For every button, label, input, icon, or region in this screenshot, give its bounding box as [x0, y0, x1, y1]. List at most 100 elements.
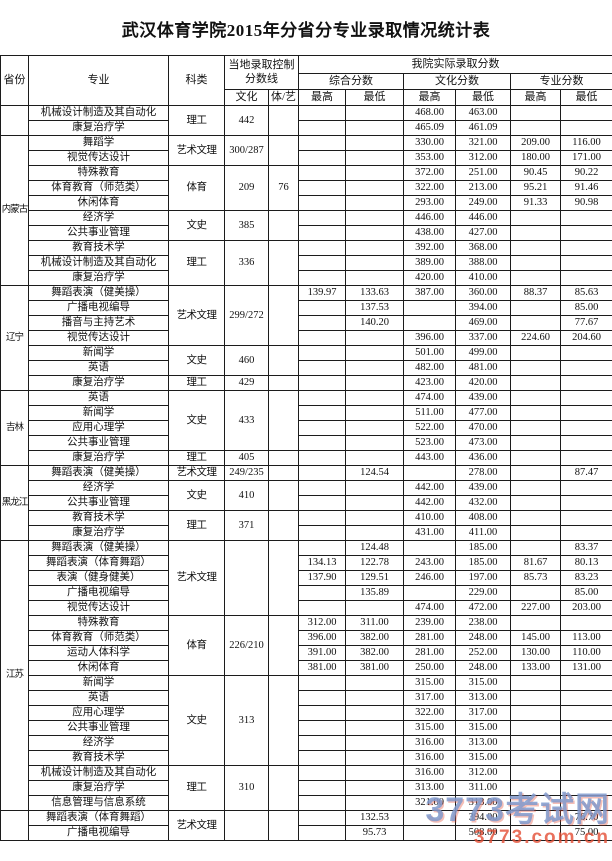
score-cell-major-min — [559, 750, 612, 766]
major-cell: 播音与主持艺术 — [28, 315, 169, 331]
score-cell-major-max: 227.00 — [510, 600, 561, 616]
score-cell-comp-max: 139.97 — [298, 285, 346, 301]
score-cell-culture-max: 250.00 — [403, 660, 456, 676]
score-cell-culture-min: 499.00 — [455, 345, 511, 361]
score-cell-comp-min — [345, 225, 404, 241]
score-cell-comp-max: 381.00 — [298, 660, 346, 676]
score-cell-major-max — [510, 480, 561, 496]
sports-arts-line-cell — [268, 105, 299, 136]
score-cell-comp-max — [298, 765, 346, 781]
score-cell-culture-min: 427.00 — [455, 225, 511, 241]
score-cell-culture-min: 420.00 — [455, 375, 511, 391]
score-cell-culture-max: 446.00 — [403, 210, 456, 226]
score-cell-culture-min: 508.00 — [455, 825, 511, 841]
score-cell-culture-max: 316.00 — [403, 750, 456, 766]
score-cell-culture-max: 474.00 — [403, 600, 456, 616]
major-cell: 机械设计制造及其自动化 — [28, 765, 169, 781]
sports-arts-line-cell — [268, 390, 299, 451]
table-row: 体育教育（师范类） 396.00 382.00 281.00 248.00 145.00 1… — [1, 630, 612, 646]
header-major: 专业 — [28, 55, 169, 106]
major-cell: 英语 — [28, 360, 169, 376]
table-row: 内蒙古 舞蹈学 艺术文理 300/287 330.00 321.00 209.00 116.0… — [0, 135, 612, 286]
table-row: 机械设计制造及其自动化 理工 442 468.00 463.00 — [0, 105, 612, 136]
score-cell-culture-max: 442.00 — [403, 495, 456, 511]
score-cell-major-max — [510, 465, 561, 481]
score-cell-comp-min — [345, 690, 404, 706]
category-cell: 理工 — [168, 240, 225, 286]
score-cell-major-min — [559, 705, 612, 721]
table-row: 江苏 舞蹈表演（健美操） 艺术文理 124.48 185.00 83.37 — [0, 540, 612, 811]
admission-stats-table: 省份 专业 科类 当地录取控制分数线 我院实际录取分数 综合分数 文化分数 专业… — [0, 55, 612, 841]
category-cell: 文史 — [168, 345, 225, 376]
score-cell-comp-max — [298, 225, 346, 241]
score-cell-culture-min: 229.00 — [455, 585, 511, 601]
category-cell: 文史 — [168, 675, 225, 766]
score-cell-culture-max: 243.00 — [403, 555, 456, 571]
score-cell-comp-min: 95.73 — [345, 825, 404, 841]
score-cell-culture-max — [403, 810, 456, 826]
table-row: 公共事业管理 442.00 432.00 — [1, 495, 612, 511]
score-cell-major-min: 203.00 — [559, 600, 612, 616]
score-cell-culture-min: 461.09 — [455, 120, 511, 136]
header-culture-score: 文化分数 — [403, 73, 511, 90]
culture-line-cell — [224, 540, 269, 616]
score-cell-major-min: 131.00 — [559, 660, 612, 676]
score-cell-major-min — [559, 675, 612, 691]
score-cell-major-min — [559, 480, 612, 496]
major-cell: 广播电视编导 — [28, 825, 169, 841]
major-cell: 公共事业管理 — [28, 720, 169, 736]
major-cell: 教育技术学 — [28, 510, 169, 526]
table-row: 舞蹈表演（体育舞蹈） 134.13 122.78 243.00 185.00 81.67 8… — [1, 555, 612, 571]
table-row: 机械设计制造及其自动化 理工 310 316.00 312.00 — [1, 765, 612, 811]
major-cell: 新闻学 — [28, 345, 169, 361]
score-cell-culture-max: 313.00 — [403, 780, 456, 796]
score-cell-major-min — [559, 450, 612, 466]
category-cell: 艺术文理 — [168, 465, 225, 481]
province-cell: 吉林 — [0, 390, 29, 466]
header-comp-min: 最低 — [345, 89, 404, 106]
score-cell-culture-min: 248.00 — [455, 660, 511, 676]
score-cell-major-min — [559, 270, 612, 286]
table-row: 英语 317.00 313.00 — [1, 690, 612, 706]
category-cell: 文史 — [168, 390, 225, 451]
score-cell-culture-max: 511.00 — [403, 405, 456, 421]
score-cell-comp-min — [345, 435, 404, 451]
table-row: 广播电视编导 137.53 394.00 85.00 — [1, 300, 612, 316]
score-cell-major-max — [510, 345, 561, 361]
score-cell-culture-max: 392.00 — [403, 240, 456, 256]
score-cell-comp-max — [298, 180, 346, 196]
culture-line-cell: 299/272 — [224, 285, 269, 346]
score-cell-comp-min — [345, 135, 404, 151]
sports-arts-line-cell — [268, 615, 299, 676]
score-cell-comp-min — [345, 330, 404, 346]
sports-arts-line-cell — [268, 510, 299, 541]
score-cell-culture-max: 372.00 — [403, 165, 456, 181]
score-cell-comp-min: 137.53 — [345, 300, 404, 316]
score-cell-major-min: 116.00 — [559, 135, 612, 151]
sports-arts-line-cell — [268, 465, 299, 481]
score-cell-culture-max: 317.00 — [403, 690, 456, 706]
score-cell-major-max — [510, 255, 561, 271]
major-cell: 教育技术学 — [28, 240, 169, 256]
score-cell-major-max — [510, 525, 561, 541]
score-cell-major-max: 130.00 — [510, 645, 561, 661]
major-cell: 舞蹈表演（健美操） — [28, 285, 169, 301]
score-cell-major-min — [559, 345, 612, 361]
sports-arts-line-cell — [268, 285, 299, 346]
score-cell-culture-min: 463.00 — [455, 105, 511, 121]
score-cell-culture-min: 312.00 — [455, 150, 511, 166]
province-cell — [0, 810, 29, 841]
score-cell-comp-min — [345, 270, 404, 286]
score-cell-culture-max — [403, 465, 456, 481]
header-actual-scores: 我院实际录取分数 — [297, 55, 612, 74]
table-row: 视觉传达设计 353.00 312.00 180.00 171.00 — [1, 150, 612, 166]
header-cult-max: 最高 — [403, 89, 456, 106]
major-cell: 视觉传达设计 — [28, 600, 169, 616]
score-cell-major-max: 90.45 — [510, 165, 561, 181]
category-cell: 艺术文理 — [168, 540, 225, 616]
score-cell-culture-max: 465.09 — [403, 120, 456, 136]
score-cell-culture-max: 321.00 — [403, 795, 456, 811]
score-cell-major-max: 224.60 — [510, 330, 561, 346]
score-cell-culture-max: 387.00 — [403, 285, 456, 301]
major-cell: 康复治疗学 — [28, 375, 169, 391]
